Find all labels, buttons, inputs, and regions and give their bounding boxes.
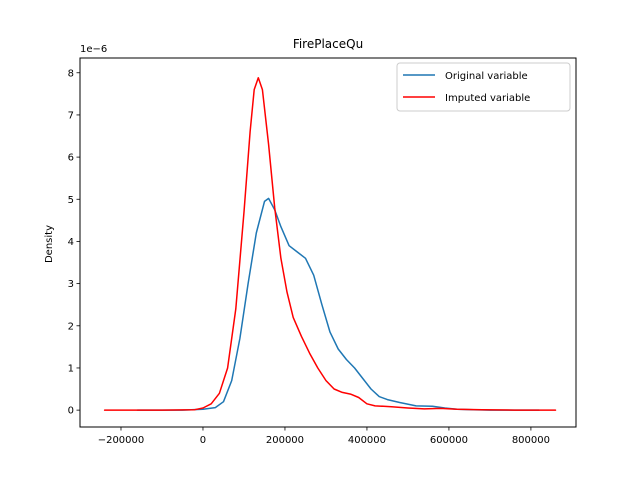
x-tick-label: 200000	[266, 435, 304, 446]
y-tick-label: 6	[68, 153, 74, 164]
y-tick-label: 8	[68, 68, 74, 79]
y-tick-label: 5	[68, 195, 74, 206]
y-tick-label: 3	[68, 279, 74, 290]
series-line-original	[136, 197, 540, 411]
x-tick-label: −200000	[98, 435, 145, 446]
x-tick-label: 600000	[430, 435, 468, 446]
series-layer	[103, 77, 557, 411]
series-line-imputed	[103, 77, 557, 411]
legend-label-imputed: Imputed variable	[445, 93, 530, 104]
y-tick-label: 7	[68, 110, 74, 121]
y-offset-label: 1e−6	[80, 44, 107, 55]
y-axis-title: Density	[44, 225, 55, 263]
x-tick-label: 800000	[512, 435, 550, 446]
x-tick-label: 400000	[348, 435, 386, 446]
legend: Original variable Imputed variable	[396, 62, 571, 112]
x-tick-label: 0	[200, 435, 206, 446]
legend-label-original: Original variable	[445, 71, 528, 82]
chart-title: FirePlaceQu	[293, 37, 363, 51]
y-tick-label: 2	[68, 321, 74, 332]
y-tick-label: 4	[68, 237, 74, 248]
y-tick-label: 1	[68, 363, 74, 374]
plot-frame	[79, 57, 577, 428]
y-tick-label: 0	[68, 406, 74, 417]
legend-box	[396, 62, 571, 112]
x-axis: −200000 0 200000 400000 600000 800000	[98, 427, 550, 446]
y-axis: 0 1 2 3 4 5 6 7 8	[68, 68, 80, 417]
